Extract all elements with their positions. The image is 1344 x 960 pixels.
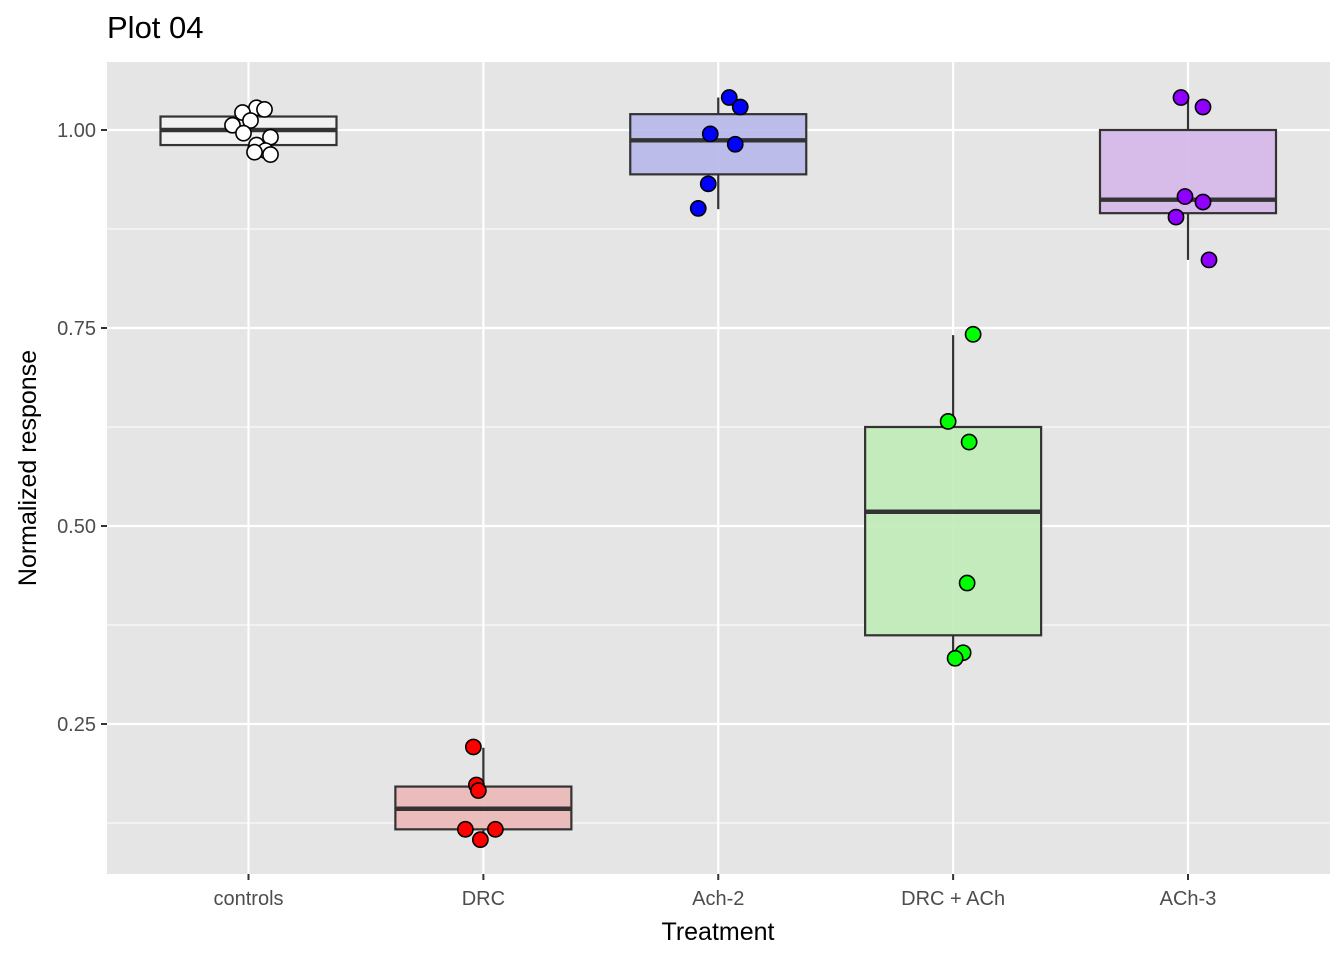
y-axis: 0.25 0.50 0.75 1.00 [57, 120, 107, 736]
box-drc-ach [864, 335, 1043, 659]
data-point [262, 146, 279, 163]
data-point [964, 325, 982, 343]
data-point [689, 200, 707, 217]
x-tick-label: ACh-3 [1160, 888, 1217, 910]
box-rect [864, 425, 1043, 637]
y-tick-label: 0.50 [57, 516, 96, 538]
data-point [1167, 208, 1185, 226]
x-axis-title: Treatment [661, 918, 774, 946]
data-point [720, 89, 738, 106]
data-point [469, 782, 487, 799]
y-tick-label: 0.25 [57, 714, 96, 736]
data-point [464, 738, 482, 756]
data-point [256, 101, 273, 118]
data-point [1200, 251, 1218, 269]
x-tick-label: Ach-2 [692, 888, 744, 910]
data-point [699, 175, 717, 193]
data-point [1176, 188, 1194, 205]
box-ach-2 [629, 97, 808, 210]
data-point [1194, 98, 1212, 116]
data-point [731, 98, 749, 116]
y-tick-label: 0.75 [57, 318, 96, 340]
data-point [939, 413, 957, 430]
data-point [958, 574, 976, 592]
data-point [456, 820, 474, 838]
x-axis: controls DRC Ach-2 DRC + ACh ACh-3 [213, 874, 1216, 910]
data-point [235, 124, 252, 142]
data-point [242, 112, 259, 129]
data-point [946, 649, 964, 667]
data-point [1172, 89, 1190, 106]
points-layer [224, 89, 1218, 849]
data-point [471, 831, 489, 849]
data-point [246, 143, 263, 161]
x-tick-label: controls [213, 888, 283, 910]
y-tick-label: 1.00 [57, 120, 96, 142]
x-tick-label: DRC + ACh [901, 888, 1005, 910]
y-axis-title: Normalized response [14, 350, 42, 586]
data-point [726, 135, 744, 153]
data-point [486, 820, 504, 838]
x-tick-label: DRC [462, 888, 505, 910]
data-point [960, 433, 978, 451]
data-point [701, 125, 719, 143]
data-point [1194, 193, 1212, 211]
chart-title: Plot 04 [107, 10, 204, 45]
box-rect [629, 113, 808, 176]
